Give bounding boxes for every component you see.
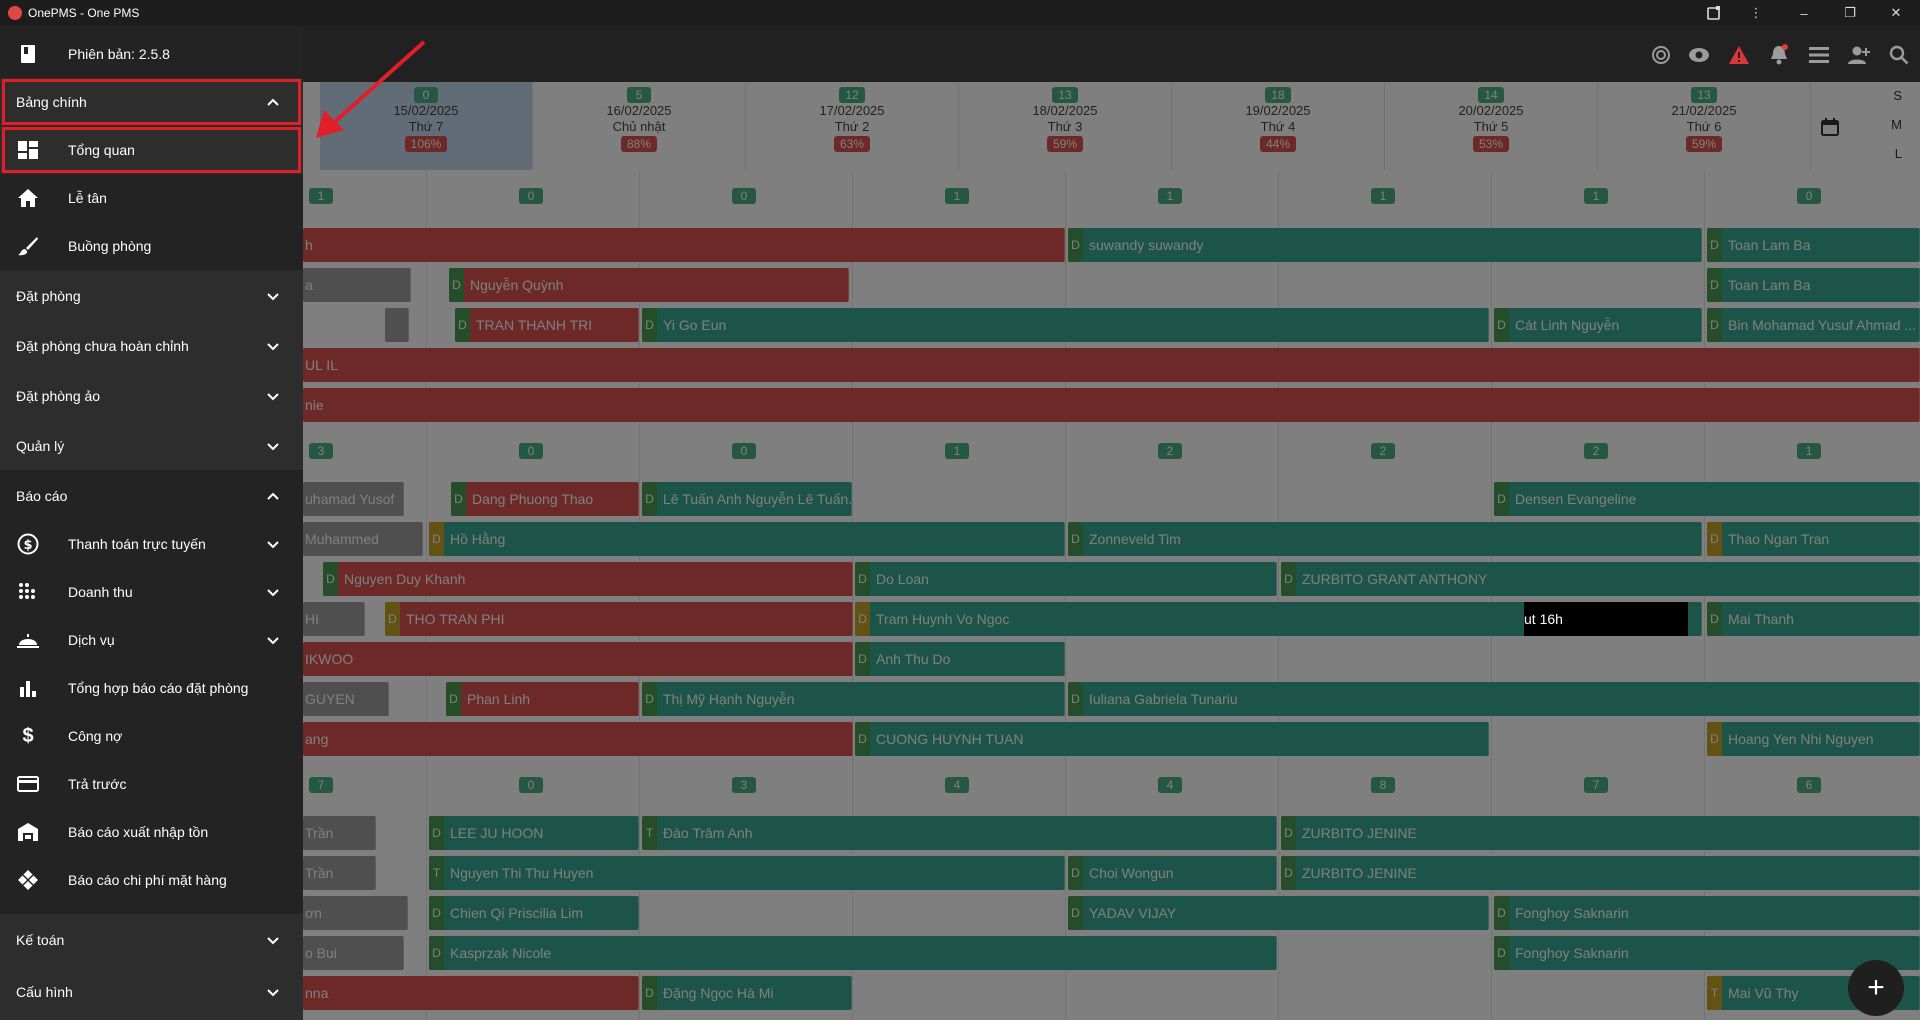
bottom-group	[0, 914, 303, 1020]
chevron-down-icon	[267, 393, 279, 401]
app-version: Phiên bản: 2.5.8	[0, 30, 303, 78]
menu-section-reports[interactable]: Báo cáo	[0, 472, 303, 520]
notification-bell-icon[interactable]	[1766, 42, 1792, 68]
warning-icon[interactable]	[1726, 42, 1752, 68]
sidebar-item-revenue[interactable]: Doanh thu	[0, 568, 303, 616]
sidebar-item-services[interactable]: Dịch vụ	[0, 616, 303, 664]
search-icon[interactable]	[1886, 42, 1912, 68]
add-user-icon[interactable]	[1846, 42, 1872, 68]
svg-text:$: $	[23, 538, 32, 553]
menu-section-booking-incomplete[interactable]: Đặt phòng chưa hoàn chỉnh	[0, 322, 303, 370]
window-title: OnePMS - One PMS	[28, 6, 140, 20]
window-titlebar: OnePMS - One PMS ⋮ – ❐ ✕	[0, 0, 1920, 26]
menu-section-config[interactable]: Cấu hình	[0, 968, 303, 1016]
menu-list-icon[interactable]	[1806, 42, 1832, 68]
app-toolbar	[0, 26, 1920, 82]
radar-icon[interactable]	[1648, 42, 1674, 68]
book-icon	[16, 42, 40, 66]
dashboard-icon	[16, 138, 40, 162]
sidebar-item-reception[interactable]: Lễ tân	[0, 174, 303, 222]
chevron-up-icon	[267, 492, 279, 500]
dots-grid-icon	[16, 580, 40, 604]
sidebar-item-overview[interactable]: Tổng quan	[0, 126, 303, 174]
chevron-down-icon	[267, 343, 279, 351]
dollar-circle-icon: $	[16, 532, 40, 556]
room-service-icon	[16, 628, 40, 652]
bar-chart-icon	[16, 676, 40, 700]
app-logo-icon	[8, 6, 22, 20]
chevron-down-icon	[267, 293, 279, 301]
menu-section-accounting[interactable]: Kế toán	[0, 916, 303, 964]
chevron-down-icon	[267, 443, 279, 451]
chevron-down-icon	[267, 989, 279, 997]
brush-icon	[16, 234, 40, 258]
sidebar-item-prepaid[interactable]: Trả trước	[0, 760, 303, 808]
navigation-drawer: Phiên bản: 2.5.8 Bảng chính Tổng quan Lễ…	[0, 26, 303, 1020]
minimize-button[interactable]: –	[1800, 5, 1808, 21]
sidebar-item-item-cost-report[interactable]: Báo cáo chi phí mặt hàng	[0, 856, 303, 904]
menu-section-management[interactable]: Quản lý	[0, 422, 303, 470]
close-button[interactable]: ✕	[1890, 5, 1902, 20]
menu-section-booking-virtual[interactable]: Đặt phòng ảo	[0, 372, 303, 420]
booking-group	[0, 270, 303, 470]
annotation-arrow-icon	[316, 40, 426, 138]
extension-icon[interactable]	[1696, 0, 1732, 26]
sidebar-item-debt[interactable]: $ Công nợ	[0, 712, 303, 760]
warehouse-icon	[16, 820, 40, 844]
main-board-group	[0, 78, 303, 174]
sidebar-item-inventory-report[interactable]: Báo cáo xuất nhập tồn	[0, 808, 303, 856]
chevron-down-icon	[267, 937, 279, 945]
chevron-down-icon	[267, 637, 279, 645]
sidebar-item-online-payment[interactable]: $ Thanh toán trực tuyến	[0, 520, 303, 568]
chevron-down-icon	[267, 541, 279, 549]
more-vert-icon[interactable]: ⋮	[1749, 5, 1763, 20]
modal-backdrop[interactable]	[0, 82, 1920, 1020]
diamond-tiles-icon	[16, 868, 40, 892]
dollar-icon: $	[22, 724, 34, 747]
booking-note-tooltip: ut 16h	[1524, 602, 1688, 636]
restore-button[interactable]: ❐	[1844, 5, 1856, 20]
eye-icon[interactable]	[1686, 42, 1712, 68]
menu-section-main-board[interactable]: Bảng chính	[0, 78, 303, 126]
chevron-up-icon	[267, 98, 279, 106]
menu-section-booking[interactable]: Đặt phòng	[0, 272, 303, 320]
home-icon	[16, 186, 40, 210]
credit-card-icon	[16, 772, 40, 796]
chevron-down-icon	[267, 589, 279, 597]
sidebar-item-booking-summary[interactable]: Tổng hợp báo cáo đặt phòng	[0, 664, 303, 712]
sidebar-item-housekeeping[interactable]: Buồng phòng	[0, 222, 303, 270]
add-floating-button[interactable]: +	[1848, 960, 1904, 1016]
